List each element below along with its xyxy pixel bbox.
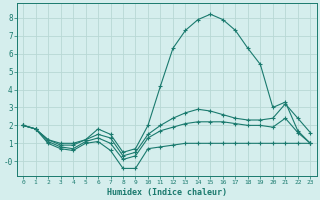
- X-axis label: Humidex (Indice chaleur): Humidex (Indice chaleur): [107, 188, 227, 197]
